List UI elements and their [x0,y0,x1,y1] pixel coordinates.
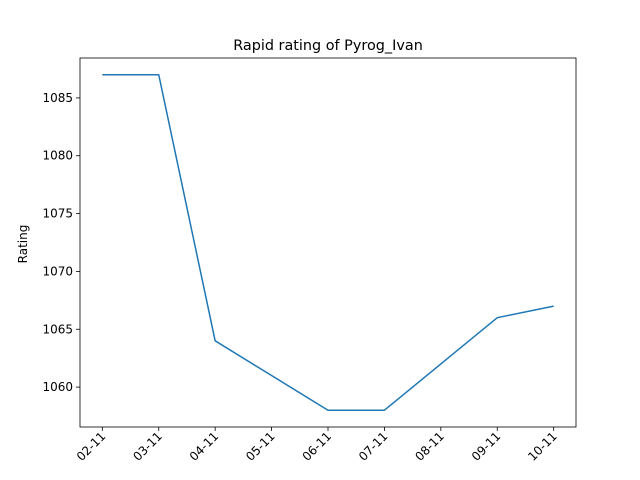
x-tick-label-03-11: 03-11 [130,429,165,464]
plot-frame [79,57,577,428]
chart-title: Rapid rating of Pyrog_Ivan [233,38,423,54]
x-tick-label-09-11: 09-11 [469,429,504,464]
y-axis-label: Rating [16,225,30,264]
x-tick-label-07-11: 07-11 [356,429,391,464]
y-tick-label-1070: 1070 [42,264,73,278]
y-tick-label-1075: 1075 [42,207,73,221]
y-tick-label-1085: 1085 [42,91,73,105]
y-tick-label-1080: 1080 [42,149,73,163]
x-tick-label-06-11: 06-11 [300,429,335,464]
x-tick-label-04-11: 04-11 [187,429,222,464]
x-tick-label-05-11: 05-11 [243,429,278,464]
x-tick-label-08-11: 08-11 [412,429,447,464]
y-tick-label-1065: 1065 [42,322,73,336]
x-tick-label-10-11: 10-11 [525,429,560,464]
y-tick-label-1060: 1060 [42,380,73,394]
x-tick-label-02-11: 02-11 [74,429,109,464]
plot-area: 02-11 03-11 04-11 05-11 06-11 07-11 08-11 09-11… [42,57,577,464]
series-line-0 [102,74,554,411]
